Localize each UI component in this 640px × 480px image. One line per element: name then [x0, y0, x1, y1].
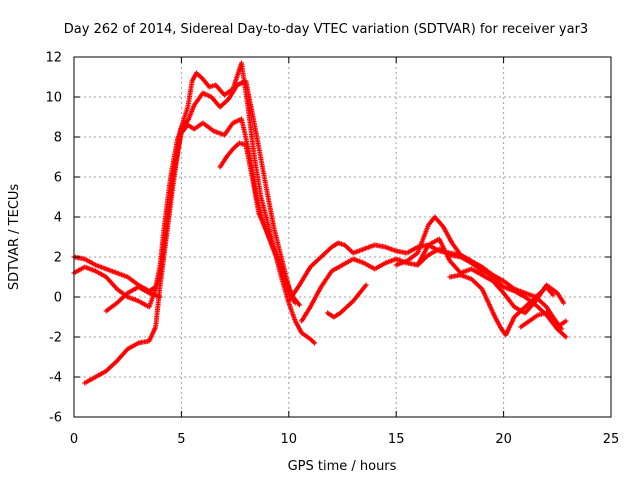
y-tick-label: -4	[49, 371, 62, 386]
data-markers	[103, 284, 163, 314]
series-track-l	[518, 310, 569, 330]
data-markers	[518, 310, 569, 330]
x-tick-label: 20	[495, 432, 512, 447]
series-track-d	[217, 140, 302, 308]
axis-ticks: 0 5 10 15 20 25 -6 -4 -2 0 2 4 6 8 10 12	[45, 51, 619, 448]
data-markers	[217, 140, 302, 308]
y-tick-label: 12	[45, 51, 62, 66]
series-track-i	[393, 214, 569, 340]
plot-frame	[73, 56, 612, 418]
x-tick-label: 0	[70, 432, 78, 447]
data-markers	[325, 282, 369, 320]
series-track-j	[415, 236, 567, 316]
x-axis-label: GPS time / hours	[288, 459, 397, 474]
y-tick-label: 4	[54, 211, 62, 226]
y-tick-label: 8	[54, 131, 62, 146]
series-track-h	[325, 282, 369, 320]
y-tick-label: 0	[54, 291, 62, 306]
y-axis-label: SDTVAR / TECUs	[7, 184, 22, 291]
grid-lines	[74, 57, 611, 417]
series-track-e	[103, 284, 163, 314]
data-markers	[447, 272, 556, 338]
y-tick-label: 6	[54, 171, 62, 186]
x-tick-label: 5	[177, 432, 185, 447]
data-markers	[393, 214, 569, 340]
y-tick-label: -6	[49, 411, 62, 426]
chart-title: Day 262 of 2014, Sidereal Day-to-day VTE…	[64, 22, 588, 37]
x-tick-label: 25	[603, 432, 620, 447]
y-tick-label: 10	[45, 91, 62, 106]
x-tick-label: 15	[388, 432, 405, 447]
series-track-k	[447, 272, 556, 338]
y-tick-label: 2	[54, 251, 62, 266]
y-tick-label: -2	[49, 331, 62, 346]
x-tick-label: 10	[281, 432, 298, 447]
data-markers	[415, 236, 567, 316]
